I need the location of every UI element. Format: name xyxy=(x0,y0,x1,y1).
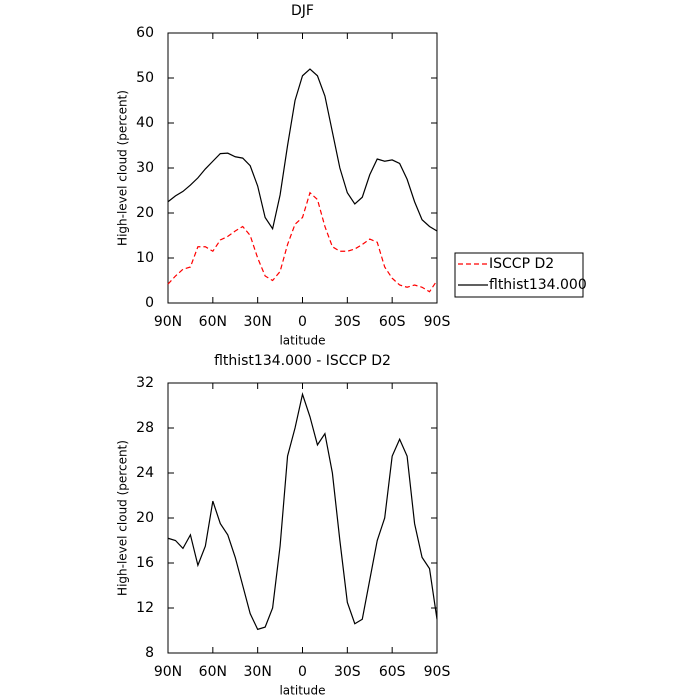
plot-frame xyxy=(167,32,438,304)
chart-title: DJF xyxy=(291,3,314,19)
y-tick-label: 0 xyxy=(145,295,154,311)
y-tick-label: 60 xyxy=(136,25,154,41)
x-tick-label: 90S xyxy=(424,664,451,680)
y-tick-label: 30 xyxy=(136,160,154,176)
x-tick-label: 30S xyxy=(334,664,361,680)
x-tick-label: 30S xyxy=(334,314,361,330)
y-tick-label: 16 xyxy=(136,555,154,571)
plot-frame xyxy=(167,382,438,654)
x-tick-label: 90N xyxy=(154,664,182,680)
x-tick-label: 60N xyxy=(199,664,227,680)
x-tick-label: 0 xyxy=(298,314,307,330)
chart-title: flthist134.000 - ISCCP D2 xyxy=(214,353,391,369)
legend-box xyxy=(454,252,584,298)
y-tick-label: 50 xyxy=(136,70,154,86)
data-line xyxy=(167,391,438,631)
data-line xyxy=(167,68,438,232)
x-tick-label: 60N xyxy=(199,314,227,330)
y-tick-label: 24 xyxy=(136,465,154,481)
y-tick-label: 32 xyxy=(136,375,154,391)
x-tick-label: 0 xyxy=(298,664,307,680)
x-axis-label: latitude xyxy=(279,684,325,698)
legend-label: ISCCP D2 xyxy=(489,256,554,272)
y-tick-label: 28 xyxy=(136,420,154,436)
x-tick-label: 60S xyxy=(379,664,406,680)
legend-label: flthist134.000 xyxy=(489,277,587,293)
y-tick-label: 20 xyxy=(136,510,154,526)
y-tick-label: 8 xyxy=(145,645,154,661)
y-axis-label: High-level cloud (percent) xyxy=(116,90,130,246)
y-tick-label: 10 xyxy=(136,250,154,266)
x-tick-label: 30N xyxy=(244,314,272,330)
y-tick-label: 20 xyxy=(136,205,154,221)
x-axis-label: latitude xyxy=(279,334,325,348)
y-tick-label: 12 xyxy=(136,600,154,616)
y-tick-label: 40 xyxy=(136,115,154,131)
x-tick-label: 30N xyxy=(244,664,272,680)
x-tick-label: 90N xyxy=(154,314,182,330)
x-tick-label: 60S xyxy=(379,314,406,330)
y-axis-label: High-level cloud (percent) xyxy=(116,440,130,596)
data-line xyxy=(167,191,438,293)
x-tick-label: 90S xyxy=(424,314,451,330)
